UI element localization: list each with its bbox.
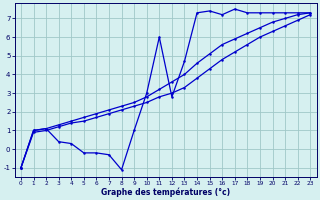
X-axis label: Graphe des températures (°c): Graphe des températures (°c) — [101, 187, 230, 197]
